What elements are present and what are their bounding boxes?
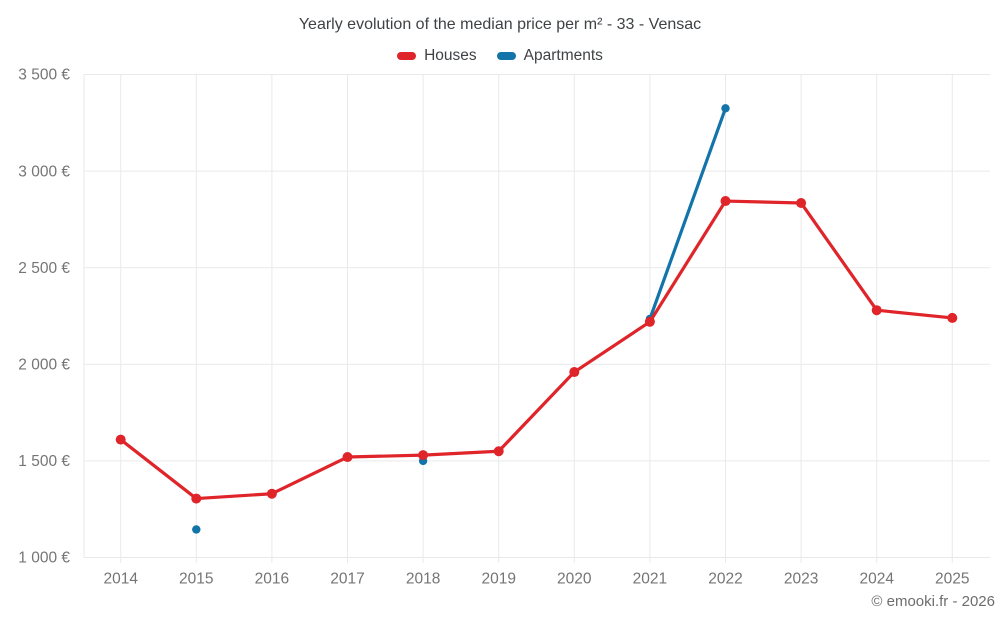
- series-houses: [115, 196, 958, 504]
- series-houses-point-2014[interactable]: [115, 434, 126, 445]
- series-apartments-point-2015[interactable]: [192, 525, 201, 534]
- series-houses-point-2019[interactable]: [493, 446, 504, 457]
- x-axis-tick-label: 2021: [633, 571, 667, 588]
- series-houses-segment: [875, 308, 954, 320]
- y-axis-tick-label: 2 500 €: [18, 260, 70, 277]
- apartments-series-swatch-icon: [496, 52, 516, 60]
- y-axis-tick-label: 1 500 €: [18, 453, 70, 470]
- legend-label-apartments: Apartments: [523, 47, 603, 64]
- y-axis-tick-label: 2 000 €: [18, 357, 70, 374]
- series-houses-point-2016[interactable]: [266, 488, 277, 499]
- y-axis-tick-label: 3 000 €: [18, 163, 70, 180]
- y-axis-tick-label: 1 000 €: [18, 550, 70, 567]
- series-houses-segment: [421, 449, 501, 457]
- footer-copyright: © emooki.fr - 2026: [871, 593, 995, 610]
- series-houses-segment: [119, 438, 198, 501]
- series-houses-segment: [497, 370, 576, 453]
- series-houses-point-2023[interactable]: [796, 197, 807, 208]
- x-axis-tick-label: 2015: [179, 571, 213, 588]
- x-axis-tick-label: 2017: [330, 571, 364, 588]
- x-axis-tick-label: 2020: [557, 571, 592, 588]
- series-houses-segment: [723, 199, 803, 205]
- x-axis-tick-label: 2019: [481, 571, 515, 588]
- x-axis-tick-label: 2018: [406, 571, 440, 588]
- houses-series-swatch-icon: [397, 52, 417, 60]
- legend-item-houses[interactable]: Houses: [397, 47, 477, 65]
- series-apartments-point-2022[interactable]: [721, 104, 730, 113]
- x-axis-tick-label: 2025: [935, 571, 969, 588]
- x-axis-tick-label: 2024: [859, 571, 894, 588]
- series-houses-point-2021[interactable]: [644, 316, 655, 327]
- x-axis-tick-label: 2016: [255, 571, 289, 588]
- x-axis-tick-label: 2023: [784, 571, 818, 588]
- grid: [83, 74, 990, 563]
- series-houses-segment: [194, 492, 274, 501]
- series-houses-point-2017[interactable]: [342, 452, 353, 463]
- series-apartments-segment: [648, 106, 728, 321]
- axis-labels: 1 000 € 1 500 € 2 000 € 2 500 € 3 000 € 3 500…: [18, 67, 969, 588]
- chart-title: Yearly evolution of the median price per…: [298, 16, 702, 33]
- x-axis-tick-label: 2014: [103, 571, 138, 588]
- series-houses-point-2015[interactable]: [191, 493, 202, 504]
- series-houses-point-2020[interactable]: [569, 367, 580, 378]
- series-houses-segment: [799, 201, 879, 312]
- series-houses-segment: [270, 455, 350, 496]
- x-axis-tick-label: 2022: [708, 571, 742, 588]
- series-houses-point-2025[interactable]: [947, 312, 958, 323]
- y-axis-tick-label: 3 500 €: [18, 67, 70, 84]
- series-houses-segment: [572, 320, 652, 374]
- legend-item-apartments[interactable]: Apartments: [496, 47, 603, 65]
- legend-label-houses: Houses: [424, 47, 477, 64]
- series-houses-segment: [345, 453, 425, 459]
- series-houses-point-2018[interactable]: [418, 450, 429, 461]
- series-houses-segment: [648, 199, 728, 324]
- legend: Houses Apartments: [0, 47, 1000, 65]
- series-houses-point-2022[interactable]: [720, 196, 731, 207]
- series-houses-point-2024[interactable]: [871, 305, 882, 316]
